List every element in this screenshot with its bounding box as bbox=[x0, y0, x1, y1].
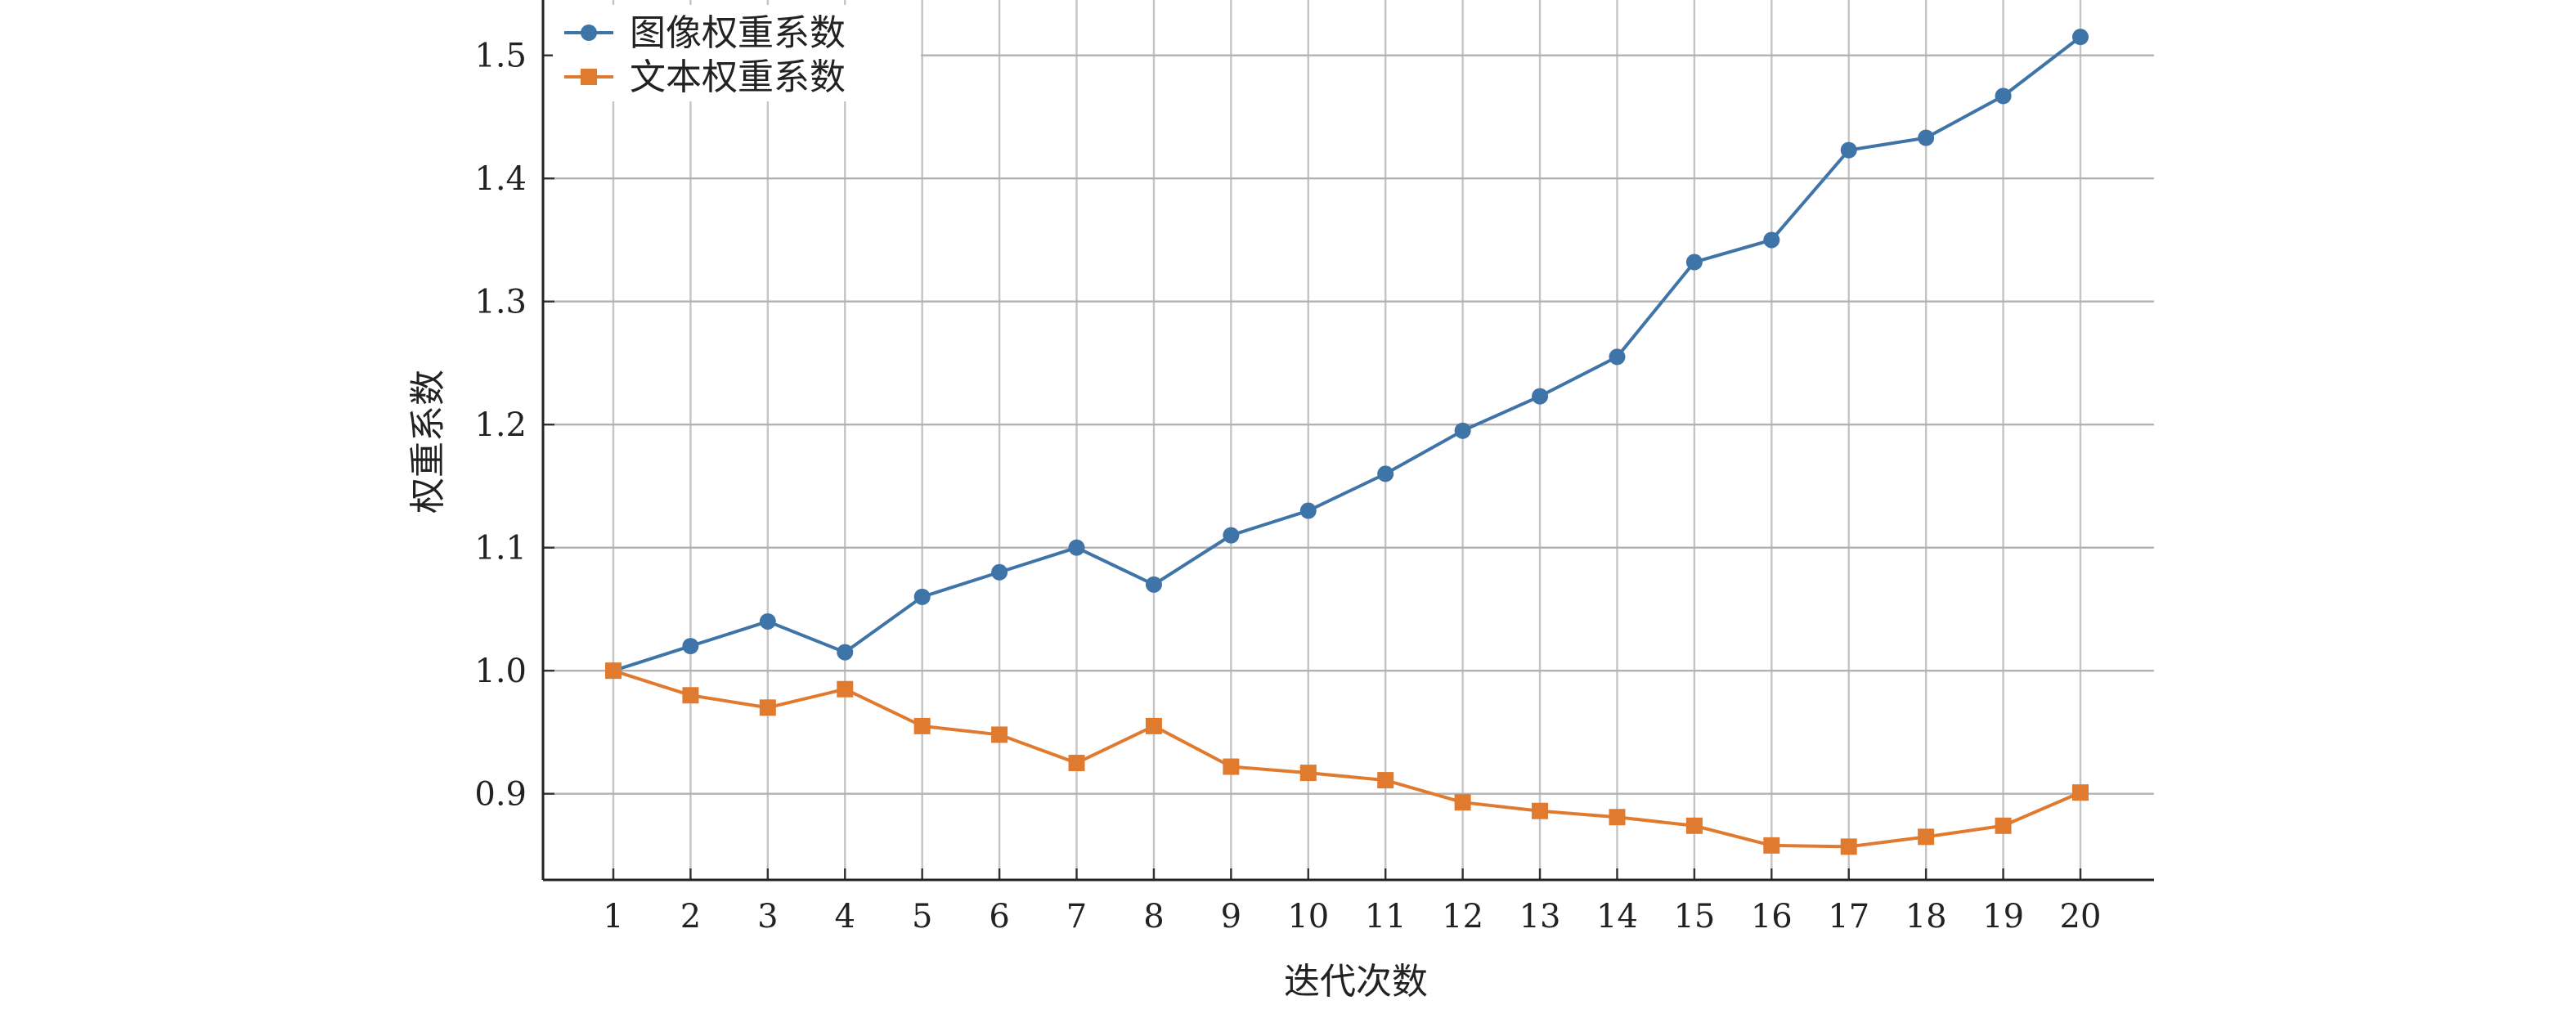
data-point bbox=[1145, 576, 1162, 593]
data-point bbox=[1763, 837, 1780, 854]
x-tick-label: 10 bbox=[1287, 898, 1329, 935]
x-tick-label: 13 bbox=[1519, 898, 1561, 935]
x-tick-label: 1 bbox=[603, 898, 623, 935]
x-tick-label: 14 bbox=[1596, 898, 1638, 935]
y-tick-label: 1.4 bbox=[474, 160, 527, 198]
data-point bbox=[837, 680, 854, 698]
data-point bbox=[1223, 758, 1240, 775]
data-point bbox=[1299, 502, 1317, 519]
legend-marker bbox=[581, 69, 597, 85]
x-tick-label: 15 bbox=[1673, 898, 1715, 935]
data-point bbox=[1145, 717, 1162, 734]
data-point bbox=[759, 699, 776, 716]
x-tick-label: 17 bbox=[1828, 898, 1869, 935]
data-point bbox=[991, 563, 1008, 581]
series-image bbox=[605, 29, 2089, 680]
x-tick-label: 9 bbox=[1221, 898, 1241, 935]
data-point bbox=[2072, 29, 2089, 46]
axes: 1 2 3 4 5 6 7 8 9 10 11 12 13 14 15 16 17 18 19 200.91.01.1… bbox=[474, 0, 2154, 935]
x-tick-label: 5 bbox=[912, 898, 932, 935]
data-point bbox=[913, 588, 931, 605]
y-tick-label: 1.1 bbox=[474, 530, 527, 568]
data-point bbox=[682, 638, 699, 655]
data-point bbox=[1763, 231, 1780, 249]
data-point bbox=[837, 644, 854, 661]
data-point bbox=[1609, 348, 1626, 366]
series-line bbox=[613, 669, 2081, 849]
data-point bbox=[1840, 141, 1857, 159]
x-axis-label: 迭代次数 bbox=[1284, 961, 1428, 1003]
data-point bbox=[1068, 539, 1085, 556]
data-point bbox=[1068, 755, 1085, 772]
x-tick-label: 11 bbox=[1365, 898, 1407, 935]
x-tick-label: 18 bbox=[1905, 898, 1947, 935]
y-axis-label: 权重系数 bbox=[407, 370, 449, 514]
x-tick-label: 3 bbox=[757, 898, 778, 935]
series-layer bbox=[605, 29, 2089, 855]
x-tick-label: 7 bbox=[1066, 898, 1087, 935]
y-tick-label: 1.2 bbox=[474, 406, 527, 444]
legend-marker bbox=[581, 25, 597, 41]
x-tick-label: 2 bbox=[680, 898, 701, 935]
x-tick-label: 20 bbox=[2060, 898, 2102, 935]
data-point bbox=[1532, 388, 1549, 405]
grid bbox=[543, 0, 2154, 880]
data-point bbox=[1299, 765, 1317, 782]
x-tick-label: 4 bbox=[835, 898, 855, 935]
x-tick-label: 19 bbox=[1982, 898, 2024, 935]
data-point bbox=[1918, 828, 1935, 846]
y-tick-label: 1.0 bbox=[474, 653, 527, 690]
data-point bbox=[1377, 465, 1394, 482]
series-line bbox=[613, 35, 2082, 673]
data-point bbox=[1918, 129, 1935, 146]
data-point bbox=[1840, 838, 1857, 855]
data-point bbox=[1685, 254, 1703, 271]
series-text bbox=[605, 662, 2089, 855]
data-point bbox=[605, 662, 622, 680]
data-point bbox=[1995, 817, 2012, 834]
data-point bbox=[682, 687, 699, 704]
legend-background bbox=[553, 5, 921, 101]
legend-label: 文本权重系数 bbox=[630, 56, 846, 98]
data-point bbox=[1454, 422, 1471, 439]
legend-label: 图像权重系数 bbox=[630, 12, 846, 54]
data-point bbox=[1223, 527, 1240, 544]
y-tick-label: 1.3 bbox=[474, 284, 527, 321]
data-point bbox=[913, 717, 931, 734]
data-point bbox=[991, 726, 1008, 743]
data-point bbox=[1609, 809, 1626, 826]
data-point bbox=[1454, 794, 1471, 811]
data-point bbox=[1532, 802, 1549, 819]
y-tick-label: 0.9 bbox=[474, 776, 527, 814]
x-tick-label: 6 bbox=[989, 898, 1009, 935]
y-tick-label: 1.5 bbox=[474, 38, 527, 75]
x-tick-label: 12 bbox=[1442, 898, 1483, 935]
data-point bbox=[1685, 817, 1703, 834]
x-tick-label: 8 bbox=[1143, 898, 1164, 935]
data-point bbox=[2072, 784, 2089, 801]
x-tick-label: 16 bbox=[1751, 898, 1793, 935]
data-point bbox=[1995, 87, 2012, 105]
data-point bbox=[759, 612, 776, 630]
data-point bbox=[1377, 772, 1394, 789]
